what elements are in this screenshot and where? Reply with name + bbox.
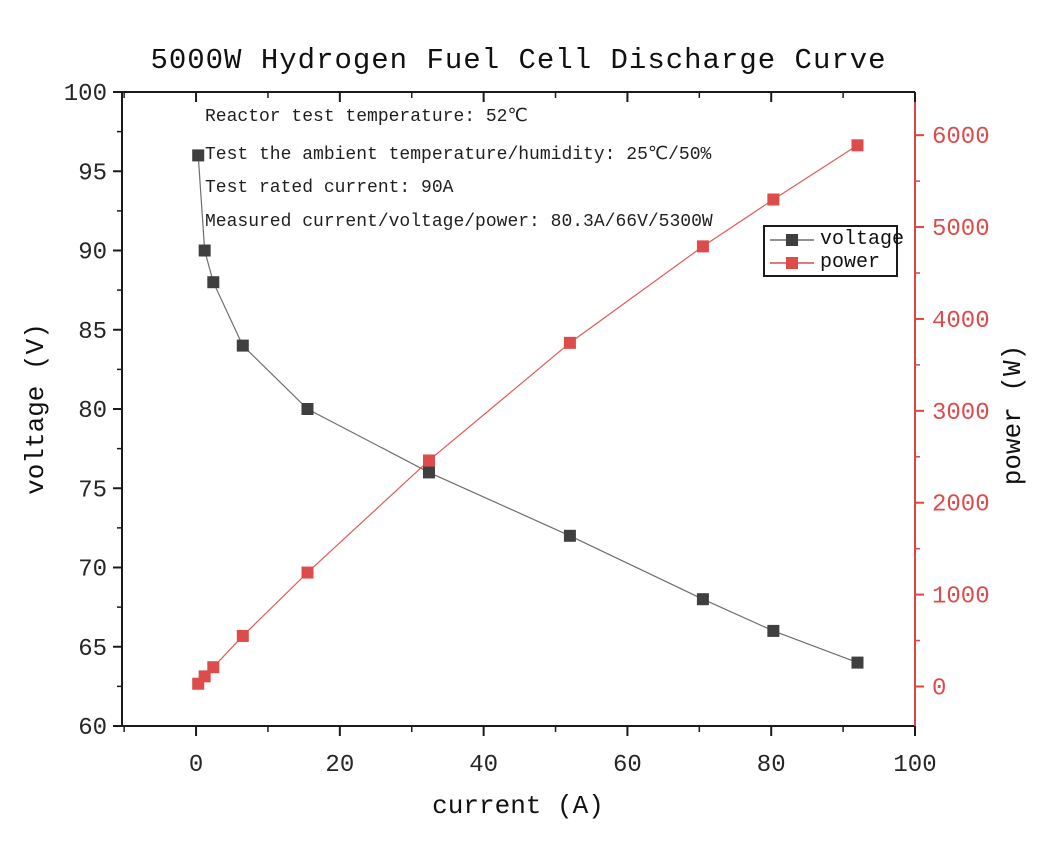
x-tick-label: 40 [469,752,498,779]
x-tick-label: 20 [325,752,354,779]
y-left-tick-label: 75 [78,477,107,504]
y-left-tick-label: 70 [78,557,107,584]
y-axis-left-label: voltage (V) [21,323,51,495]
legend-item: power [765,251,896,274]
power-marker [563,336,576,349]
y-right-tick-label: 1000 [932,584,990,611]
x-tick-label: 0 [189,752,203,779]
voltage-marker [198,244,211,257]
y-left-tick-label: 90 [78,240,107,267]
voltage-line [197,155,858,664]
annotation-line: Test rated current: 90A [205,178,454,198]
voltage-marker [207,276,220,289]
voltage-marker [422,466,435,479]
voltage-marker [563,529,576,542]
power-marker [767,193,780,206]
voltage-marker [696,593,709,606]
voltage-marker [851,656,864,669]
y-right-tick-label: 6000 [932,124,990,151]
y-right-tick-label: 4000 [932,308,990,335]
power-marker [696,240,709,253]
legend-label: power [820,251,881,274]
y-left-tick-label: 80 [78,398,107,425]
legend: voltage power [763,225,904,277]
power-marker [236,629,249,642]
y-left-tick-label: 95 [78,160,107,187]
x-tick-label: 100 [893,752,936,779]
power-marker [851,139,864,152]
power-marker [198,670,211,683]
legend-label: voltage [820,228,905,251]
square-marker [770,233,814,246]
square-marker [770,256,814,269]
y-left-tick-label: 65 [78,636,107,663]
power-marker [207,661,220,674]
y-left-tick-label: 85 [78,319,107,346]
x-tick-label: 60 [613,752,642,779]
voltage-marker [767,624,780,637]
annotation-line: Measured current/voltage/power: 80.3A/66… [205,212,713,232]
x-tick-label: 80 [757,752,786,779]
voltage-marker [236,339,249,352]
legend-item: voltage [765,228,904,251]
y-left-tick-label: 100 [64,81,107,108]
y-right-tick-label: 3000 [932,400,990,427]
chart-title: 5000W Hydrogen Fuel Cell Discharge Curve [150,44,887,77]
x-axis-label: current (A) [432,791,604,821]
power-marker [301,566,314,579]
voltage-marker [301,403,314,415]
y-axis-right-label: power (W) [998,344,1028,486]
annotation-line: Reactor test temperature: 52℃ [205,107,528,127]
y-right-tick-label: 5000 [932,216,990,243]
annotation-line: Test the ambient temperature/humidity: 2… [205,145,712,165]
y-right-tick-label: 2000 [932,492,990,519]
y-left-tick-label: 60 [78,715,107,742]
voltage-marker [192,149,205,162]
power-marker [422,454,435,467]
y-right-tick-label: 0 [932,675,946,702]
